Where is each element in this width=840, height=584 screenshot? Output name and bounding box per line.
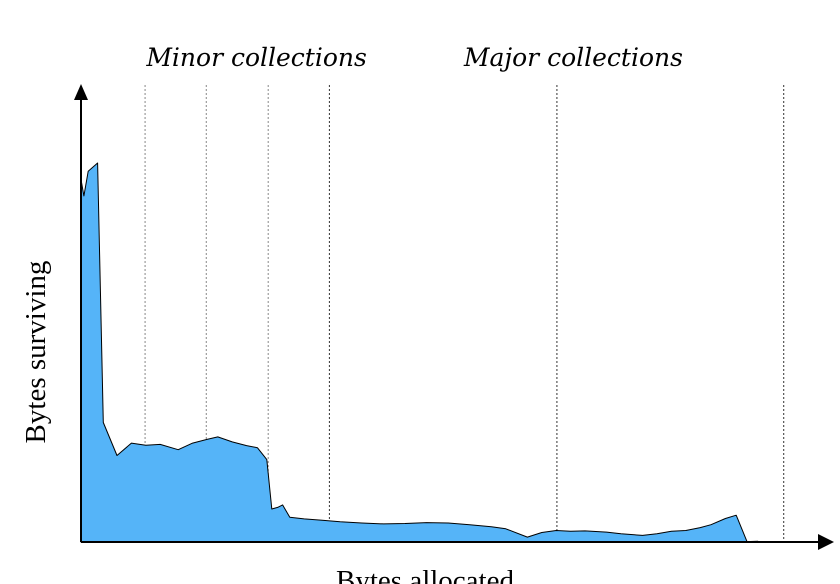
annotation-2: Major collections: [463, 43, 683, 72]
surviving-bytes-area: [80, 162, 759, 543]
x-axis-label: Bytes allocated: [336, 565, 514, 584]
y-axis-arrowhead: [74, 84, 88, 100]
annotations: Minor collections Major collections: [145, 43, 683, 72]
annotation-1: Minor collections: [145, 43, 367, 72]
axes: [74, 84, 834, 550]
x-axis-arrowhead: [818, 534, 834, 550]
y-axis-label: Bytes surviving: [20, 261, 52, 444]
